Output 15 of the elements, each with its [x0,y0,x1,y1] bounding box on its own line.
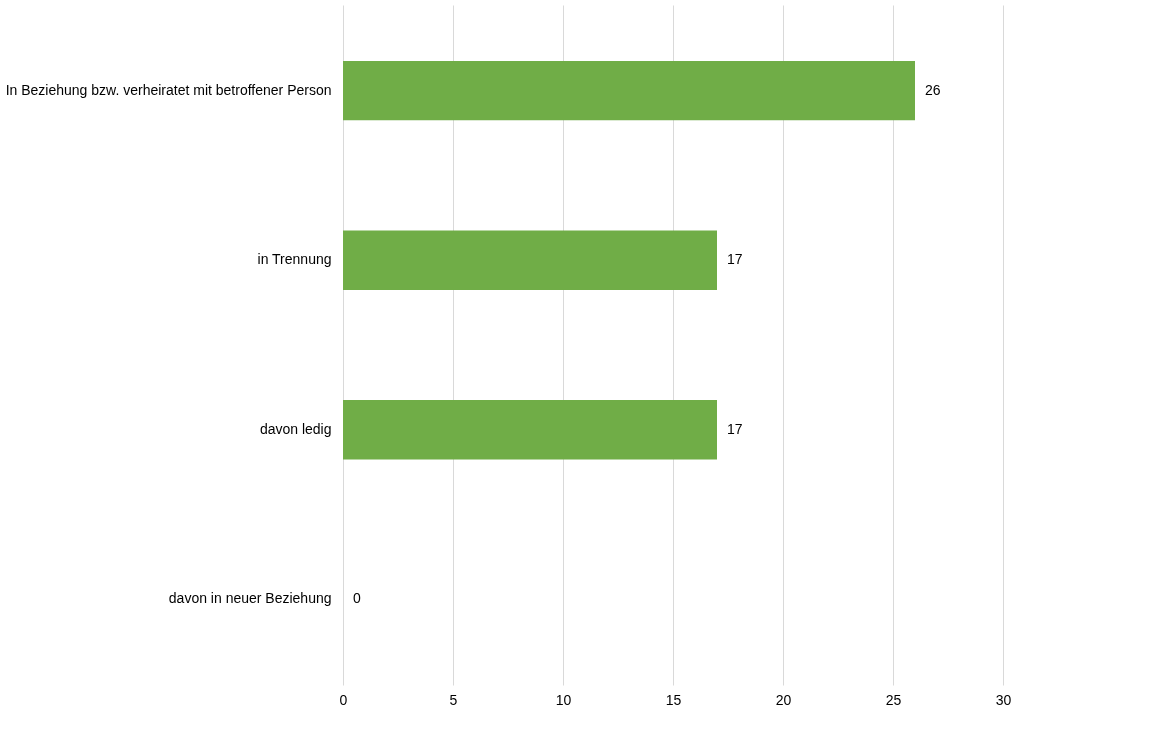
data-label: 0 [353,590,361,607]
x-tick-label: 15 [665,691,682,708]
x-tick-label: 30 [995,691,1012,708]
x-tick-label: 5 [449,691,458,708]
y-tick-label: In Beziehung bzw. verheiratet mit betroffener Person [5,81,332,98]
y-tick-label: davon in neuer Beziehung [168,590,332,607]
x-tick-label: 0 [339,691,348,708]
x-tick-label: 25 [885,691,902,708]
data-label: 26 [925,81,941,98]
y-tick-label: davon ledig [259,420,332,437]
y-tick-label: in Trennung [257,251,332,268]
data-label: 17 [727,420,743,437]
x-tick-label: 10 [555,691,572,708]
data-label: 17 [727,251,743,268]
x-tick-label: 20 [775,691,792,708]
